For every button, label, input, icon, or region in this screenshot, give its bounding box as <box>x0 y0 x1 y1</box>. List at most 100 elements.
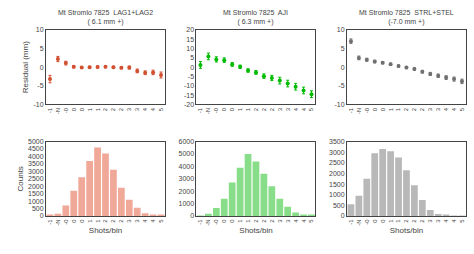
svg-text:1: 1 <box>95 219 101 223</box>
svg-text:1000: 1000 <box>28 198 44 205</box>
svg-text:1: 1 <box>395 219 401 223</box>
svg-text:0: 0 <box>40 212 44 219</box>
svg-text:2: 2 <box>110 219 116 223</box>
svg-text:1: 1 <box>245 107 251 111</box>
svg-text:2000: 2000 <box>179 188 195 195</box>
svg-text:0: 0 <box>229 219 235 223</box>
svg-text:2: 2 <box>403 219 409 223</box>
svg-text:1: 1 <box>388 219 394 223</box>
svg-text:1500: 1500 <box>28 190 44 197</box>
svg-text:4: 4 <box>451 219 457 223</box>
svg-text:4: 4 <box>150 107 156 111</box>
svg-text:0: 0 <box>372 219 378 223</box>
svg-text:0: 0 <box>341 212 345 219</box>
svg-text:-5: -5 <box>338 82 344 89</box>
svg-text:-0: -0 <box>63 107 69 113</box>
svg-text:2: 2 <box>118 107 124 111</box>
svg-text:10: 10 <box>337 26 345 33</box>
svg-text:1000: 1000 <box>329 191 345 198</box>
svg-text:0: 0 <box>190 212 194 219</box>
svg-text:0: 0 <box>221 219 227 223</box>
svg-text:-20: -20 <box>184 101 194 108</box>
svg-text:-0: -0 <box>213 107 219 113</box>
svg-text:0: 0 <box>221 107 227 111</box>
svg-text:-0: -0 <box>63 219 69 225</box>
svg-text:-10: -10 <box>184 82 194 89</box>
svg-text:4000: 4000 <box>28 153 44 160</box>
svg-text:4500: 4500 <box>28 145 44 152</box>
svg-text:0: 0 <box>380 107 386 111</box>
svg-text:-0: -0 <box>364 219 370 225</box>
svg-text:-10: -10 <box>334 101 344 108</box>
svg-text:2: 2 <box>102 219 108 223</box>
svg-text:0: 0 <box>71 219 77 223</box>
svg-text:3500: 3500 <box>28 160 44 167</box>
svg-text:0: 0 <box>40 64 44 71</box>
svg-text:Residual (mm): Residual (mm) <box>21 41 30 93</box>
svg-text:3000: 3000 <box>329 149 345 156</box>
svg-text:0: 0 <box>79 219 85 223</box>
svg-text:Shots/bin: Shots/bin <box>89 226 122 235</box>
svg-text:2: 2 <box>403 107 409 111</box>
svg-text:Mt Stromlo 7825 STRL+STEL(-7.: Mt Stromlo 7825 STRL+STEL(-7.0 mm +) <box>359 9 454 26</box>
svg-text:10: 10 <box>186 45 194 52</box>
svg-text:6000: 6000 <box>179 138 195 145</box>
svg-text:-1: -1 <box>348 107 354 113</box>
svg-text:2000: 2000 <box>28 183 44 190</box>
svg-text:0: 0 <box>380 219 386 223</box>
svg-text:10: 10 <box>36 26 44 33</box>
svg-text:3: 3 <box>427 219 433 223</box>
svg-text:0: 0 <box>71 107 77 111</box>
svg-text:-1: -1 <box>47 219 53 225</box>
svg-text:5: 5 <box>341 45 345 52</box>
svg-text:1: 1 <box>237 107 243 111</box>
svg-text:500: 500 <box>333 202 345 209</box>
svg-text:2: 2 <box>253 219 259 223</box>
svg-text:15: 15 <box>186 36 194 43</box>
svg-text:4: 4 <box>301 107 307 111</box>
svg-text:1: 1 <box>87 107 93 111</box>
svg-text:3000: 3000 <box>179 175 195 182</box>
svg-text:-5: -5 <box>188 73 194 80</box>
svg-text:3: 3 <box>435 219 441 223</box>
svg-text:1: 1 <box>245 219 251 223</box>
svg-text:-N: -N <box>356 108 362 114</box>
svg-text:4: 4 <box>293 219 299 223</box>
svg-text:5: 5 <box>459 107 465 111</box>
svg-text:2: 2 <box>419 219 425 223</box>
svg-text:4000: 4000 <box>179 163 195 170</box>
svg-text:-1: -1 <box>197 219 203 225</box>
svg-text:2: 2 <box>110 107 116 111</box>
svg-text:-15: -15 <box>184 92 194 99</box>
svg-text:2: 2 <box>261 219 267 223</box>
svg-text:500: 500 <box>32 205 44 212</box>
svg-text:3: 3 <box>134 219 140 223</box>
svg-text:5: 5 <box>40 45 44 52</box>
svg-text:1: 1 <box>237 219 243 223</box>
svg-text:1: 1 <box>395 107 401 111</box>
svg-text:Shots/bin: Shots/bin <box>239 226 272 235</box>
svg-text:5000: 5000 <box>179 150 195 157</box>
svg-text:5000: 5000 <box>28 138 44 145</box>
svg-text:0: 0 <box>79 107 85 111</box>
svg-text:-0: -0 <box>213 219 219 225</box>
svg-text:2: 2 <box>411 219 417 223</box>
svg-text:Shots/bin: Shots/bin <box>390 226 423 235</box>
svg-text:Mt Stromlo 7825 AJI( 6.3 mm +: Mt Stromlo 7825 AJI( 6.3 mm +) <box>223 9 288 26</box>
svg-text:-0: -0 <box>364 107 370 113</box>
svg-text:5: 5 <box>190 54 194 61</box>
svg-text:4: 4 <box>443 219 449 223</box>
svg-text:2: 2 <box>419 107 425 111</box>
svg-text:2: 2 <box>102 107 108 111</box>
svg-text:3: 3 <box>285 219 291 223</box>
svg-text:-1: -1 <box>348 219 354 225</box>
svg-text:0: 0 <box>341 64 345 71</box>
svg-text:-N: -N <box>205 108 211 114</box>
svg-text:1: 1 <box>87 219 93 223</box>
svg-text:Counts: Counts <box>16 166 25 191</box>
svg-text:3: 3 <box>126 219 132 223</box>
svg-text:3: 3 <box>285 107 291 111</box>
svg-text:-1: -1 <box>197 107 203 113</box>
svg-text:4: 4 <box>301 219 307 223</box>
svg-text:3: 3 <box>126 107 132 111</box>
